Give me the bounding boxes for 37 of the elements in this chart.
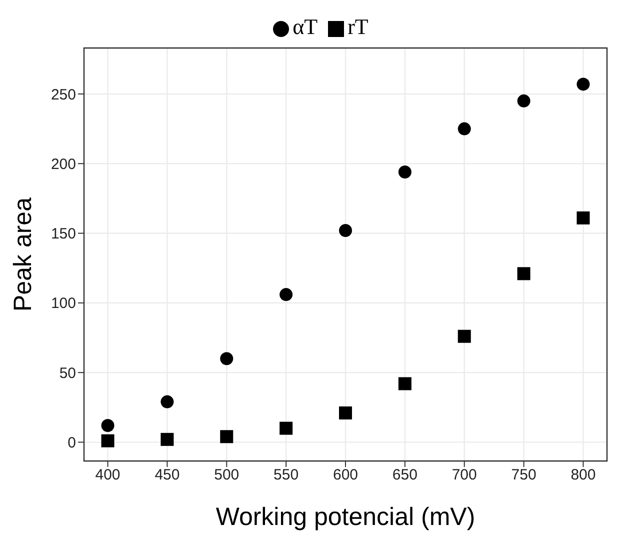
point: [280, 422, 293, 435]
x-tick-label: 700: [452, 466, 477, 484]
y-axis-title: Peak area: [8, 197, 37, 312]
x-tick-label: 550: [274, 466, 299, 484]
point: [101, 418, 114, 432]
y-tick-label: 200: [50, 156, 76, 173]
x-tick-label: 750: [511, 466, 536, 484]
point: [398, 165, 412, 178]
point: [280, 288, 293, 302]
x-tick-label: 650: [392, 466, 418, 484]
point: [339, 224, 352, 237]
x-tick-label: 450: [154, 466, 180, 484]
point: [339, 406, 352, 420]
point: [398, 377, 412, 390]
point: [517, 267, 530, 280]
y-tick-label: 100: [50, 295, 76, 312]
x-tick-label: 600: [332, 466, 358, 484]
legend-label: rT: [348, 14, 368, 39]
x-axis-title: Working potencial (mV): [216, 503, 476, 531]
point: [517, 94, 530, 108]
point: [576, 211, 590, 224]
x-tick-label: 800: [570, 466, 596, 484]
x-tick-label: 500: [214, 466, 240, 484]
y-tick-label: 0: [68, 434, 76, 452]
point: [458, 122, 471, 136]
point: [576, 78, 590, 91]
x-tick-label: 400: [95, 466, 120, 484]
point: [220, 352, 234, 366]
point: [101, 434, 114, 448]
y-tick-label: 50: [59, 364, 76, 382]
point: [160, 432, 174, 446]
legend-label: αT: [292, 14, 318, 39]
y-tick-label: 250: [50, 86, 76, 104]
point: [160, 395, 174, 408]
y-tick-label: 150: [50, 226, 76, 243]
point: [220, 430, 234, 444]
point: [458, 330, 471, 343]
